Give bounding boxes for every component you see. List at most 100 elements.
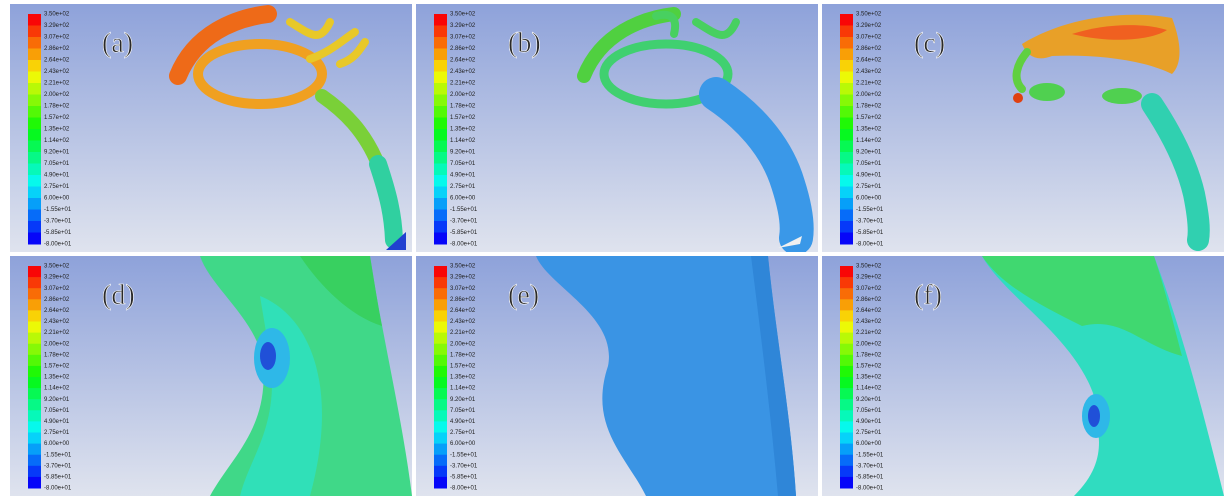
colorbar-label: 1.14e+02 (44, 386, 70, 392)
colorbar-label: 3.50e+02 (856, 12, 882, 18)
colorbar-label: 4.90e+01 (450, 173, 476, 179)
colorbar-segment (840, 266, 853, 278)
colorbar-segment (434, 175, 447, 187)
colorbar-segment (434, 209, 447, 222)
colorbar-label: 3.29e+02 (856, 23, 882, 29)
colorbar-segment (840, 443, 853, 456)
colorbar-segment (840, 60, 853, 72)
colorbar-label: 1.57e+02 (450, 363, 476, 369)
colorbar-segment (840, 299, 853, 311)
panel-label: (c) (914, 28, 945, 59)
colorbar-label: 6.00e+00 (450, 441, 476, 447)
colorbar-segment (840, 343, 853, 356)
colorbar-segment (434, 432, 447, 445)
colorbar-segment (28, 266, 41, 278)
colorbar-segment (434, 71, 447, 84)
colorbar-segment (434, 332, 447, 345)
colorbar-label: 9.20e+01 (856, 397, 882, 403)
colorbar-segment (28, 321, 41, 334)
colorbar-label: 3.07e+02 (856, 286, 882, 292)
colorbar-label: -3.70e+01 (44, 463, 72, 469)
colorbar-segment (434, 60, 447, 72)
colorbar-label: 1.78e+02 (450, 352, 476, 358)
colorbar-segment (840, 175, 853, 187)
colorbar-segment (28, 388, 41, 400)
contour (577, 7, 814, 252)
colorbar-segment (28, 377, 41, 389)
colorbar-segment (434, 266, 447, 278)
panel-label: (f) (914, 280, 942, 311)
panel: 3.50e+02 3.29e+02 3.07e+02 2.86e+02 2.64e+02… (416, 256, 818, 496)
colorbar-label: 2.21e+02 (856, 330, 882, 336)
colorbar-label: 2.86e+02 (44, 297, 70, 303)
colorbar-label: 3.50e+02 (44, 12, 70, 18)
panel-label: (e) (508, 280, 539, 311)
colorbar-label: 1.57e+02 (450, 115, 476, 121)
colorbar-segment (840, 321, 853, 334)
colorbar-segment (28, 421, 41, 433)
colorbar-segment (434, 94, 447, 107)
panel-label: (b) (508, 28, 541, 59)
colorbar-segment (840, 221, 853, 233)
colorbar-segment (840, 354, 853, 367)
colorbar-segment (28, 310, 41, 322)
colorbar-label: 3.50e+02 (44, 264, 70, 270)
colorbar-segment (434, 186, 447, 199)
colorbar-segment (840, 129, 853, 141)
colorbar-label: 2.75e+01 (856, 184, 882, 190)
colorbar-segment (840, 421, 853, 433)
colorbar-label: -1.55e+01 (44, 207, 72, 213)
colorbar-segment (28, 354, 41, 367)
colorbar-label: 1.57e+02 (856, 115, 882, 121)
colorbar-segment (28, 186, 41, 199)
colorbar-label: 1.78e+02 (44, 352, 70, 358)
colorbar-label: 3.07e+02 (856, 35, 882, 41)
colorbar-label: 2.43e+02 (450, 319, 476, 325)
colorbar-label: -8.00e+01 (44, 242, 72, 248)
colorbar-label: 3.07e+02 (44, 286, 70, 292)
colorbar-label: 6.00e+00 (856, 196, 882, 202)
colorbar: 3.50e+02 3.29e+02 3.07e+02 2.86e+02 2.64e+02… (840, 12, 884, 248)
colorbar-segment (28, 221, 41, 233)
colorbar-segment (840, 432, 853, 445)
colorbar-segment (434, 299, 447, 311)
colorbar-segment (434, 221, 447, 233)
colorbar-segment (434, 388, 447, 400)
colorbar-label: 3.29e+02 (44, 23, 70, 29)
colorbar-label: 3.07e+02 (44, 35, 70, 41)
colorbar-label: 2.21e+02 (450, 330, 476, 336)
colorbar-segment (28, 106, 41, 118)
colorbar-segment (28, 25, 41, 38)
colorbar-label: -8.00e+01 (856, 242, 884, 248)
colorbar-segment (28, 48, 41, 61)
colorbar-segment (434, 140, 447, 153)
colorbar-label: 2.00e+02 (450, 92, 476, 98)
colorbar-segment (28, 209, 41, 222)
panel-label: (d) (102, 280, 135, 311)
colorbar-segment (434, 117, 447, 130)
colorbar-label: -8.00e+01 (450, 486, 478, 492)
colorbar-segment (28, 476, 41, 489)
colorbar-label: 7.05e+01 (856, 408, 882, 414)
colorbar-label: -5.85e+01 (856, 474, 884, 480)
colorbar-segment (840, 106, 853, 118)
colorbar-segment (840, 476, 853, 489)
colorbar-segment (840, 277, 853, 289)
colorbar-label: 2.21e+02 (44, 81, 70, 87)
colorbar-segment (434, 354, 447, 367)
colorbar-label: 7.05e+01 (44, 161, 70, 167)
colorbar-label: 6.00e+00 (856, 441, 882, 447)
colorbar-label: -1.55e+01 (856, 207, 884, 213)
colorbar-label: 1.14e+02 (44, 138, 70, 144)
colorbar-label: 7.05e+01 (44, 408, 70, 414)
colorbar-segment (28, 152, 41, 164)
colorbar-label: 2.75e+01 (450, 430, 476, 436)
colorbar-segment (840, 186, 853, 199)
colorbar-label: 1.35e+02 (450, 375, 476, 381)
colorbar-segment (840, 14, 853, 26)
colorbar-label: 2.64e+02 (44, 58, 70, 64)
colorbar-label: 2.43e+02 (44, 319, 70, 325)
colorbar-segment (840, 310, 853, 322)
colorbar-label: 2.00e+02 (856, 92, 882, 98)
contour (1012, 14, 1210, 251)
